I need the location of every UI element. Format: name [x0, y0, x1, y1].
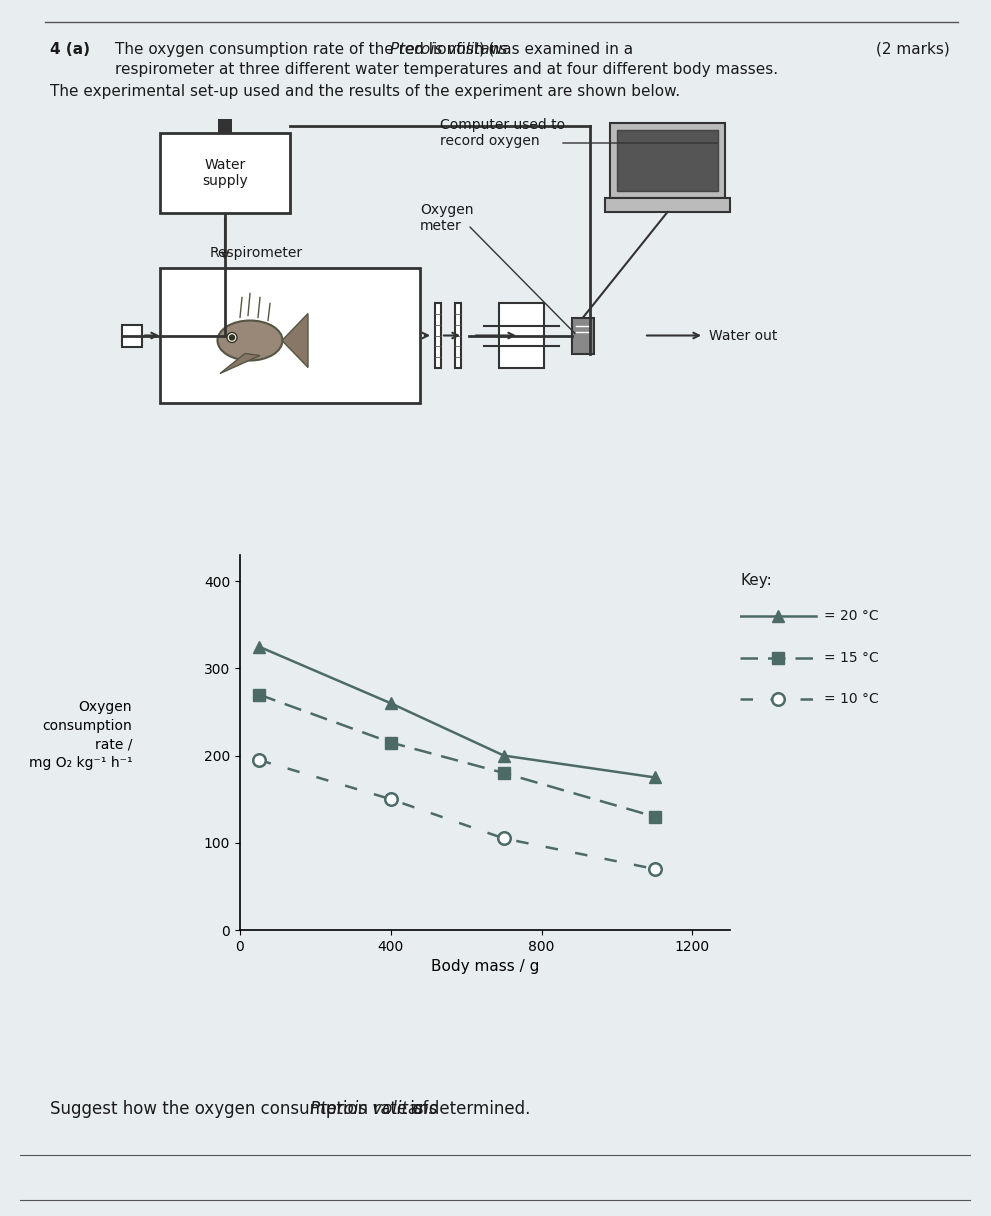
- Text: (2 marks): (2 marks): [876, 43, 950, 57]
- Polygon shape: [282, 314, 308, 367]
- Ellipse shape: [217, 321, 282, 360]
- Text: 4 (a): 4 (a): [50, 43, 90, 57]
- Circle shape: [227, 332, 237, 343]
- Bar: [605, 198, 730, 212]
- Bar: [455, 303, 461, 368]
- Text: = 20 °C: = 20 °C: [824, 609, 879, 623]
- Bar: [218, 119, 232, 133]
- Text: Suggest how the oxygen consumption rate of: Suggest how the oxygen consumption rate …: [50, 1100, 434, 1118]
- Bar: [160, 268, 420, 402]
- Text: Pterois volitans: Pterois volitans: [310, 1100, 437, 1118]
- Text: = 10 °C: = 10 °C: [824, 692, 879, 706]
- Text: Oxygen
meter: Oxygen meter: [420, 203, 474, 233]
- Y-axis label: Oxygen
consumption
rate /
mg O₂ kg⁻¹ h⁻¹: Oxygen consumption rate / mg O₂ kg⁻¹ h⁻¹: [29, 700, 132, 770]
- Bar: [498, 303, 543, 368]
- Text: ) was examined in a: ) was examined in a: [480, 43, 633, 57]
- Text: Water out: Water out: [709, 328, 777, 343]
- Text: Key:: Key:: [740, 573, 772, 589]
- Text: The oxygen consumption rate of the red lionfish (: The oxygen consumption rate of the red l…: [115, 43, 495, 57]
- X-axis label: Body mass / g: Body mass / g: [431, 959, 539, 974]
- Text: Water
supply: Water supply: [202, 158, 248, 188]
- Bar: [160, 133, 290, 213]
- Text: Computer used to
record oxygen: Computer used to record oxygen: [440, 118, 565, 148]
- Text: Pterois volitans: Pterois volitans: [390, 43, 507, 57]
- Text: Respirometer: Respirometer: [210, 246, 303, 260]
- Polygon shape: [220, 354, 260, 373]
- Text: = 15 °C: = 15 °C: [824, 651, 879, 665]
- Circle shape: [230, 334, 235, 340]
- Bar: [435, 303, 441, 368]
- Text: is determined.: is determined.: [405, 1100, 531, 1118]
- Text: respirometer at three different water temperatures and at four different body ma: respirometer at three different water te…: [115, 62, 778, 77]
- Bar: [610, 123, 725, 198]
- Bar: [572, 317, 594, 354]
- Bar: [122, 325, 142, 347]
- Bar: [617, 130, 718, 191]
- Text: The experimental set-up used and the results of the experiment are shown below.: The experimental set-up used and the res…: [50, 84, 680, 98]
